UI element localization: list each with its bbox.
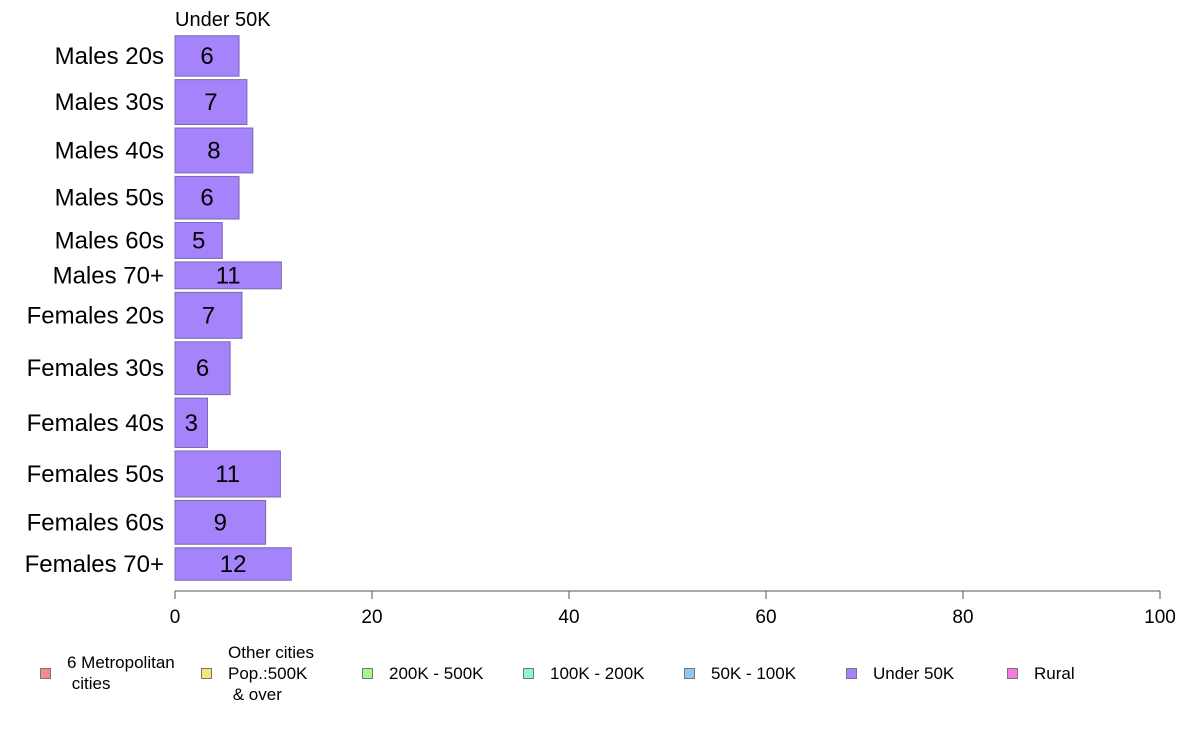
bar-value-label: 11 xyxy=(215,461,240,488)
legend-label: 200K - 500K xyxy=(389,663,484,683)
bar-value-label: 9 xyxy=(214,509,227,536)
bar-value-label: 8 xyxy=(207,137,220,164)
category-label: Females 60s xyxy=(27,509,164,536)
legend-label: 100K - 200K xyxy=(550,663,645,683)
bar xyxy=(174,397,209,448)
bar xyxy=(174,222,223,259)
bar-group: 12 Females 70+ xyxy=(25,547,292,581)
bar-group: 8 Males 40s xyxy=(55,127,254,174)
legend-swatch xyxy=(201,667,212,679)
legend-label: Under 50K xyxy=(873,663,955,683)
legend-label: Rural xyxy=(1034,663,1075,683)
bar-group: 6 Females 30s xyxy=(27,341,231,396)
category-label: Males 60s xyxy=(55,227,164,254)
bar-value-label: 7 xyxy=(202,302,215,329)
legend-item: Under 50K xyxy=(846,640,954,706)
legend-item: Other cities Pop.:500K & over xyxy=(201,640,314,706)
legend-swatch xyxy=(1007,667,1018,679)
legend-swatch xyxy=(40,667,51,679)
category-label: Females 40s xyxy=(27,410,164,437)
bar xyxy=(174,261,282,290)
bar-value-label: 11 xyxy=(216,262,241,289)
legend-item: Rural xyxy=(1007,640,1075,706)
category-label: Females 20s xyxy=(27,302,164,329)
bar xyxy=(174,450,281,498)
legend-swatch xyxy=(684,667,695,679)
category-label: Males 30s xyxy=(55,89,164,116)
bar-group: 6 Males 20s xyxy=(55,35,240,77)
legend-item: 6 Metropolitan cities xyxy=(40,640,175,706)
bar xyxy=(174,291,243,339)
bar-group: 3 Females 40s xyxy=(27,397,209,448)
legend-item: 100K - 200K xyxy=(523,640,645,706)
bar-value-label: 6 xyxy=(196,355,209,382)
legend-label: 6 Metropolitan cities xyxy=(67,653,175,693)
x-tick-label: 40 xyxy=(558,607,579,628)
x-tick-label: 60 xyxy=(755,607,776,628)
category-label: Males 40s xyxy=(55,137,164,164)
bar-chart: Under 50K 6 Males 20s 7 Males 30s 8 Males 40s… xyxy=(25,9,1176,628)
bar xyxy=(174,79,248,126)
category-label: Males 50s xyxy=(55,185,164,212)
bar xyxy=(174,35,240,77)
bar-group: 6 Males 50s xyxy=(55,175,240,220)
bar-value-label: 12 xyxy=(220,551,247,578)
legend-item: 200K - 500K xyxy=(362,640,484,706)
bar-group: 5 Males 60s xyxy=(55,222,223,259)
x-tick-label: 0 xyxy=(170,607,181,628)
bar-value-label: 7 xyxy=(204,89,217,116)
bar xyxy=(174,127,254,174)
bar xyxy=(174,499,267,545)
x-axis: 0 20 40 60 80 100 xyxy=(170,590,1176,628)
bar-value-label: 6 xyxy=(200,43,213,70)
x-tick-label: 100 xyxy=(1144,607,1176,628)
bar-value-label: 6 xyxy=(200,185,213,212)
legend-swatch xyxy=(846,667,857,679)
legend-item: 50K - 100K xyxy=(684,640,796,706)
bar-group: 11 Males 70+ xyxy=(53,261,282,290)
bar-value-label: 3 xyxy=(185,410,198,437)
bar-group: 7 Females 20s xyxy=(27,291,243,339)
category-label: Females 70+ xyxy=(25,551,164,578)
bar-group: 9 Females 60s xyxy=(27,499,267,545)
bar-value-label: 5 xyxy=(192,227,205,254)
legend-label: Other cities Pop.:500K & over xyxy=(228,642,314,704)
x-tick-label: 20 xyxy=(361,607,382,628)
bar-group: 11 Females 50s xyxy=(27,450,281,498)
x-tick-label: 80 xyxy=(952,607,973,628)
bar xyxy=(174,547,292,581)
bars-layer: 6 Males 20s 7 Males 30s 8 Males 40s 6 Males 50s… xyxy=(25,35,292,581)
legend: 6 Metropolitan cities Other cities Pop.:5… xyxy=(0,640,1188,710)
bar xyxy=(174,175,240,220)
panel-title: Under 50K xyxy=(175,9,271,31)
category-label: Females 50s xyxy=(27,461,164,488)
category-label: Females 30s xyxy=(27,355,164,382)
category-label: Males 70+ xyxy=(53,262,164,289)
category-label: Males 20s xyxy=(55,43,164,70)
bar-group: 7 Males 30s xyxy=(55,79,248,126)
legend-swatch xyxy=(362,667,373,679)
bar xyxy=(174,341,231,396)
legend-swatch xyxy=(523,667,534,679)
legend-label: 50K - 100K xyxy=(711,663,797,683)
